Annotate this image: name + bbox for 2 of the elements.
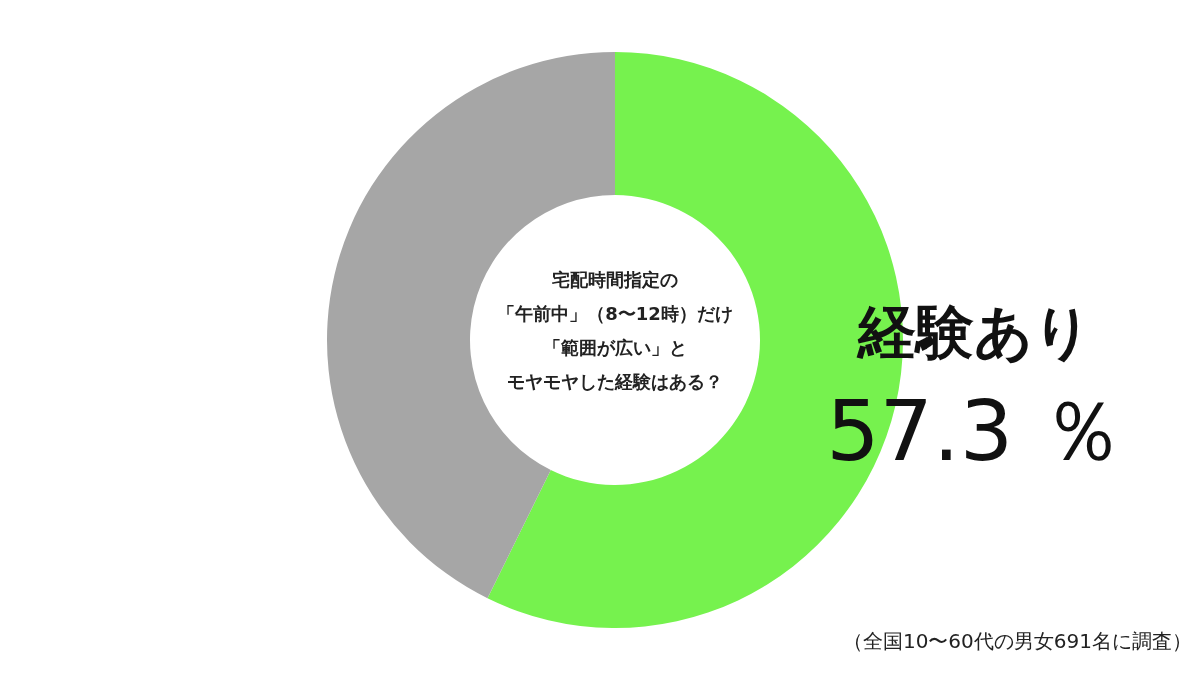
text: （全国10〜60代の男女691名に調査） bbox=[842, 629, 1192, 653]
text: 宅配時間指定の「午前中」（8〜12時）だけ「範囲が広い」とモヤモヤした経験はある？ bbox=[497, 269, 733, 392]
